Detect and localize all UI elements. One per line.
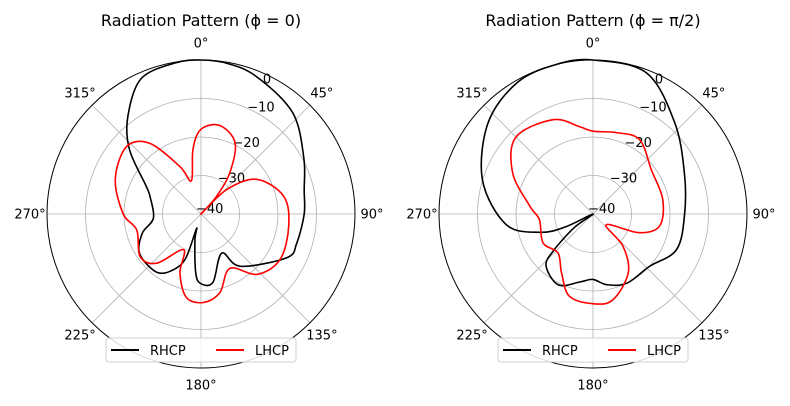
series-line-lhcp	[510, 118, 665, 305]
angle-tick-label: 0°	[194, 37, 209, 52]
angle-tick-label: 45°	[702, 87, 725, 102]
plot-title: Radiation Pattern (ϕ = 0)	[101, 11, 301, 30]
angular-gridline	[91, 104, 202, 215]
legend-box	[105, 337, 297, 363]
angle-tick-label: 0°	[586, 37, 601, 52]
angular-gridline	[91, 213, 202, 324]
angle-tick-label: 180°	[577, 379, 608, 394]
series-line-lhcp	[114, 123, 290, 304]
legend: RHCP LHCP	[497, 337, 689, 363]
angular-gridline	[200, 213, 311, 324]
legend-box	[497, 337, 689, 363]
radial-tick-label: −20	[624, 136, 651, 151]
legend: RHCP LHCP	[105, 337, 297, 363]
angle-tick-label: 180°	[185, 379, 216, 394]
radial-tick-label: −20	[232, 136, 259, 151]
angle-tick-label: 315°	[64, 87, 95, 102]
angle-tick-label: 135°	[698, 328, 729, 343]
angular-gridline	[483, 213, 594, 324]
angle-tick-label: 270°	[406, 208, 437, 223]
legend-label-rhcp: RHCP	[150, 344, 186, 359]
radial-tick-label: −40	[588, 202, 615, 217]
radial-tick-label: 0	[655, 73, 663, 88]
radial-tick-label: −10	[247, 100, 274, 115]
angle-tick-label: 135°	[306, 328, 337, 343]
angle-tick-label: 225°	[456, 328, 487, 343]
angle-tick-label: 315°	[456, 87, 487, 102]
radial-tick-label: −10	[639, 100, 666, 115]
angle-tick-label: 90°	[360, 208, 383, 223]
legend-label-rhcp: RHCP	[542, 344, 578, 359]
angle-tick-label: 45°	[310, 87, 333, 102]
polar-plot-phi-0: Radiation Pattern (ϕ = 0) 0° 45° 90° 135° 18…	[14, 11, 383, 394]
legend-label-lhcp: LHCP	[255, 344, 289, 359]
polar-plot-phi-pi-2: Radiation Pattern (ϕ = π/2) 0° 45° 90° 135°…	[406, 11, 775, 394]
angle-tick-label: 225°	[64, 328, 95, 343]
radial-tick-label: −30	[218, 171, 245, 186]
radial-tick-label: 0	[263, 73, 271, 88]
angle-tick-label: 90°	[752, 208, 775, 223]
legend-label-lhcp: LHCP	[647, 344, 681, 359]
angle-tick-label: 270°	[14, 208, 45, 223]
angular-gridline	[483, 104, 594, 215]
plot-title: Radiation Pattern (ϕ = π/2)	[485, 11, 700, 30]
series-line-rhcp	[480, 58, 687, 287]
series-line-rhcp	[125, 59, 306, 287]
radial-tick-label: −30	[610, 171, 637, 186]
